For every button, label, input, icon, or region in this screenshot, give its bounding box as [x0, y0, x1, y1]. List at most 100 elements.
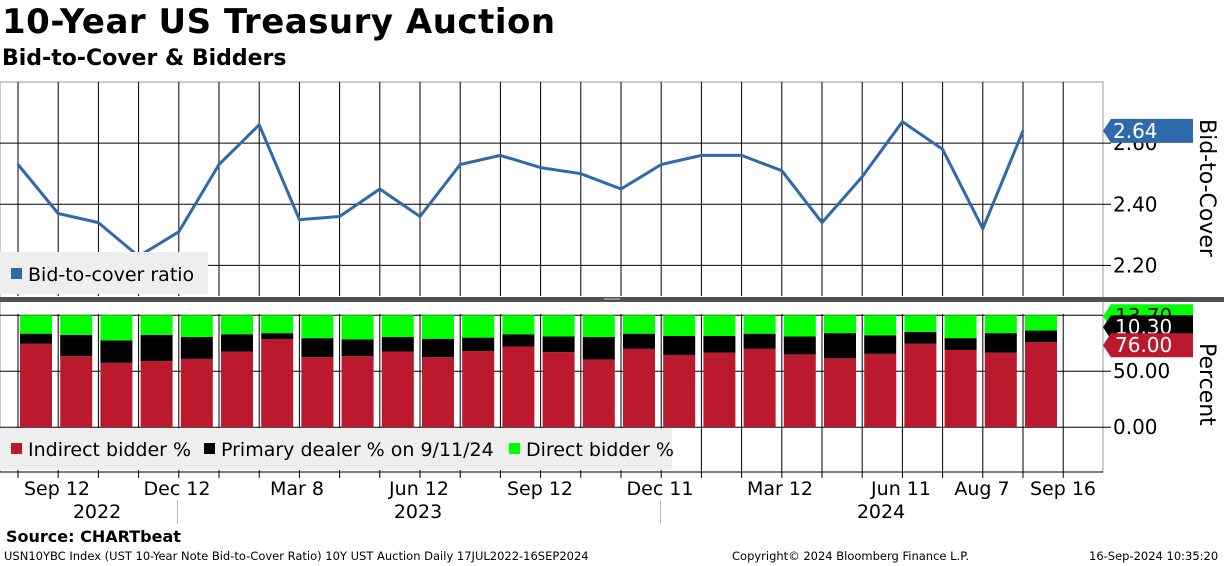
indirect-bar-segment [663, 354, 696, 428]
indirect-bar-segment [20, 343, 52, 428]
indirect-bar-segment [502, 346, 535, 428]
bid-to-cover-point [338, 215, 341, 218]
legend-primary-swatch [204, 443, 215, 454]
direct-bar-segment [60, 315, 93, 335]
legend-direct-label: Direct bidder % [526, 439, 674, 461]
primary-bar-segment [422, 338, 454, 358]
indirect-bar-segment [180, 358, 213, 428]
indirect-bar-segment [462, 351, 495, 428]
direct-bar-segment [743, 315, 776, 334]
indirect-bar-segment [743, 348, 776, 428]
bid-to-cover-point [97, 221, 100, 224]
primary-bar-segment [1025, 330, 1057, 343]
direct-bar-segment [984, 315, 1017, 334]
legend-indirect-label: Indirect bidder % [28, 439, 191, 461]
indirect-bar-segment [60, 356, 93, 428]
bid-to-cover-point [298, 218, 301, 221]
bid-to-cover-point [217, 163, 221, 166]
x-month-label: Dec 12 [144, 478, 211, 500]
footer-ticker: USN10YBC Index (UST 10-Year Note Bid-to-… [4, 549, 589, 563]
top-legend-label: Bid-to-cover ratio [28, 264, 194, 286]
bid-to-cover-point [177, 230, 180, 233]
primary-bar-segment [502, 334, 535, 347]
bid-to-cover-point [820, 221, 824, 224]
direct-bar-segment [663, 315, 696, 336]
top-y-tick-label: 2.40 [1113, 192, 1158, 216]
bid-to-cover-point [57, 212, 60, 215]
direct-bar-segment [140, 315, 173, 335]
direct-bar-segment [180, 315, 213, 338]
x-month-label: Jun 12 [388, 478, 449, 500]
x-month-label: Jun 11 [870, 478, 931, 500]
bid-to-cover-point [941, 148, 944, 151]
direct-bar-segment [944, 315, 977, 339]
indirect-bar-segment [100, 362, 133, 428]
direct-bar-segment [703, 315, 736, 336]
primary-bar-segment [462, 337, 495, 352]
direct-bar-segment [864, 315, 897, 336]
direct-bar-segment [542, 315, 575, 337]
bid-to-cover-point [378, 187, 381, 191]
bottom-legend-box [0, 428, 672, 470]
indirect-bar-segment [341, 356, 374, 428]
x-year-label: 2023 [394, 501, 442, 523]
direct-bar-segment [462, 315, 495, 338]
legend-indirect-swatch [11, 443, 22, 454]
primary-bar-segment [944, 338, 977, 350]
indirect-bar-segment [864, 353, 897, 428]
top-legend-swatch [11, 268, 22, 279]
primary-bar-segment [140, 334, 173, 362]
direct-bar-segment [341, 315, 374, 340]
top-legend-box [0, 252, 208, 294]
bid-to-cover-point [579, 172, 582, 175]
bid-to-cover-point [780, 169, 783, 172]
x-month-label: Dec 11 [627, 478, 694, 500]
primary-bar-segment [381, 337, 414, 352]
indirect-bar-segment [582, 359, 615, 428]
indirect-bar-segment [1025, 342, 1057, 428]
x-year-label: 2024 [857, 501, 905, 523]
indirect-last-value-tag [1103, 333, 1193, 358]
bid-to-cover-point [700, 154, 703, 157]
primary-bar-segment [100, 340, 133, 363]
bid-to-cover-line [16, 120, 1025, 258]
direct-bar-segment [261, 315, 294, 334]
direct-bar-segment [221, 315, 253, 335]
bottom-y-tick-label: 0.00 [1113, 415, 1158, 439]
x-month-label: Aug 7 [954, 478, 1009, 500]
chart-subtitle: Bid-to-Cover & Bidders [2, 46, 287, 71]
chart-title: 10-Year US Treasury Auction [2, 2, 556, 42]
bid-to-cover-point [619, 187, 623, 191]
direct-bar-segment [582, 315, 615, 338]
bid-to-cover-point [459, 163, 462, 166]
primary-bar-segment [180, 337, 213, 359]
bid-to-cover-last-value-tag [1103, 118, 1193, 143]
direct-bar-segment [623, 315, 655, 334]
bid-to-cover-last-value-label: 2.64 [1113, 119, 1158, 143]
bid-to-cover-point [901, 120, 904, 123]
direct-bar-segment [381, 315, 414, 338]
indirect-bar-segment [824, 358, 856, 428]
primary-bar-segment [623, 333, 655, 349]
primary-bar-segment [864, 335, 897, 354]
primary-bar-segment [542, 336, 575, 353]
indirect-last-value-label: 76.00 [1115, 333, 1172, 357]
bid-to-cover-point [499, 154, 502, 157]
indirect-bar-segment [944, 349, 977, 428]
indirect-bar-segment [623, 348, 655, 428]
indirect-bar-segment [703, 352, 736, 428]
primary-bar-segment [984, 333, 1017, 353]
direct-bar-segment [783, 315, 816, 337]
indirect-bar-segment [904, 343, 937, 428]
indirect-bar-segment [783, 354, 816, 428]
primary-bar-segment [261, 333, 294, 340]
bottom-y-tick-label: 50.00 [1113, 359, 1170, 383]
indirect-bar-segment [301, 357, 334, 428]
indirect-bar-segment [984, 352, 1017, 428]
primary-bar-segment [783, 336, 816, 355]
primary-bar-segment [743, 333, 776, 349]
direct-bar-segment [422, 315, 454, 339]
primary-bar-segment [301, 338, 334, 358]
bid-to-cover-point [981, 227, 984, 230]
primary-bar-segment [824, 333, 856, 359]
